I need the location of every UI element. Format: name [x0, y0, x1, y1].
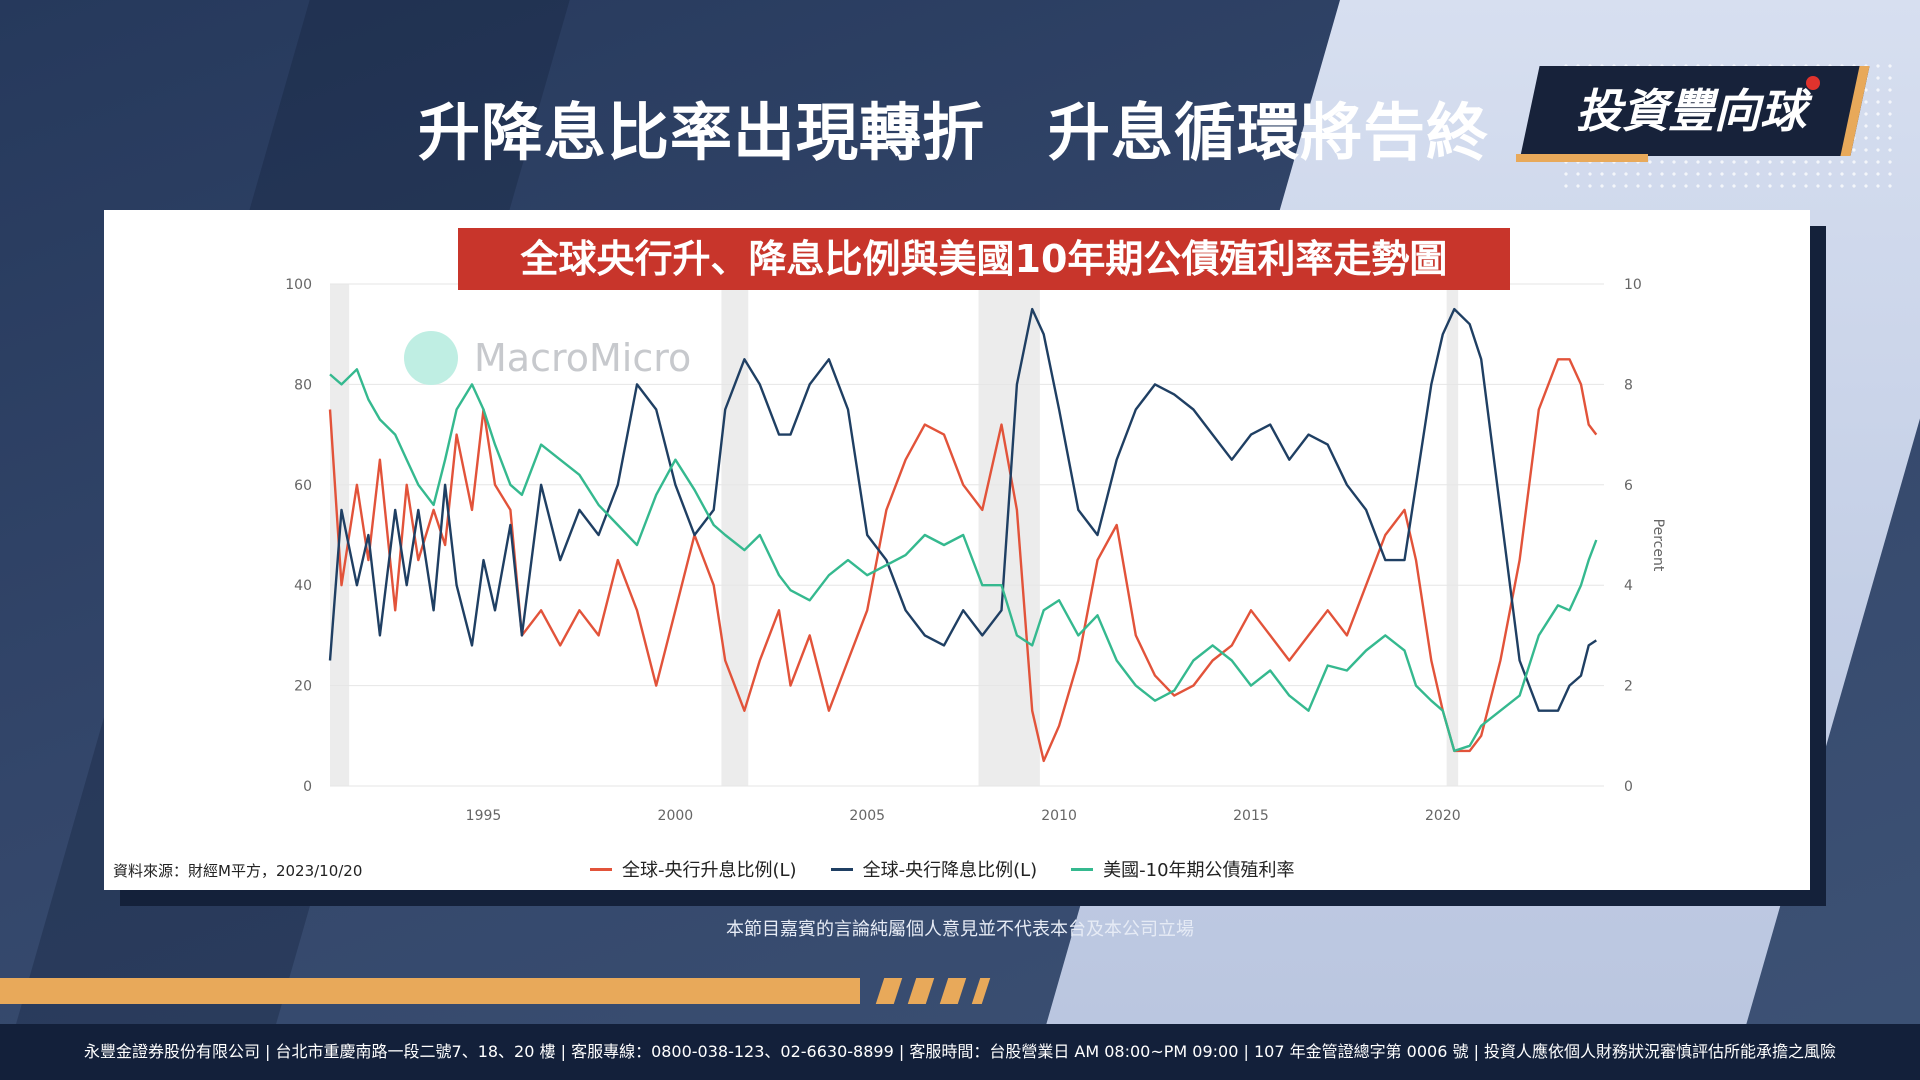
disclaimer: 本節目嘉賓的言論純屬個人意見並不代表本台及本公司立場: [726, 919, 1194, 940]
data-source: 資料來源：財經M平方，2023/10/20: [113, 862, 363, 880]
recession-band: [1446, 284, 1459, 786]
legend-label-cut: 全球-央行降息比例(L): [862, 860, 1038, 881]
accent-bar: [0, 978, 860, 1004]
y-left-tick-label: 0: [303, 779, 312, 795]
x-tick-label: 2020: [1425, 808, 1461, 824]
x-tick-label: 2005: [849, 808, 885, 824]
y-left-tick-label: 100: [285, 277, 312, 293]
series-line-cut-ratio: [328, 307, 1597, 712]
y-right-tick-label: 6: [1624, 478, 1633, 494]
x-tick-label: 2000: [658, 808, 694, 824]
y-left-tick-label: 80: [294, 377, 312, 393]
footer-disclosure: 永豐金證券股份有限公司 | 台北市重慶南路一段二號7、18、20 樓 | 客服專…: [0, 1024, 1920, 1080]
legend-item-hike: 全球-央行升息比例(L): [590, 856, 797, 882]
line-chart: 0 20 40 60 80 100 0 2 4 6 8 10 Percent 1995 2000 2005 20…: [285, 277, 1666, 824]
y-left-tick-label: 40: [294, 578, 312, 594]
y-right-tick-label: 2: [1624, 679, 1633, 695]
series-line-hike-ratio: [328, 358, 1598, 763]
logo-dot: [1806, 76, 1820, 90]
y-left-tick-label: 60: [294, 478, 312, 494]
x-tick-label: 1995: [466, 808, 502, 824]
chart-title: 全球央行升、降息比例與美國10年期公債殖利率走勢圖: [458, 228, 1510, 290]
legend-item-cut: 全球-央行降息比例(L): [830, 856, 1038, 882]
legend-swatch-yield: [1071, 867, 1094, 871]
chart-legend: 全球-央行升息比例(L) 全球-央行降息比例(L) 美國-10年期公債殖利率: [590, 856, 1295, 882]
series-line-us10y-yield: [329, 368, 1598, 753]
recession-band: [978, 284, 1040, 786]
y-right-tick-label: 4: [1624, 578, 1633, 594]
y-right-tick-label: 0: [1624, 779, 1633, 795]
watermark: MacroMicro: [404, 326, 691, 390]
program-logo: 投資豐向球: [1576, 84, 1806, 138]
macromicro-logo-icon: [404, 331, 458, 385]
y-right-tick-label: 10: [1624, 277, 1642, 293]
legend-label-yield: 美國-10年期公債殖利率: [1103, 860, 1295, 881]
x-tick-label: 2015: [1233, 808, 1269, 824]
y-right-tick-label: 8: [1624, 377, 1633, 393]
legend-item-yield: 美國-10年期公債殖利率: [1071, 856, 1295, 882]
page-title: 升降息比率出現轉折 升息循環將告終: [418, 96, 1490, 169]
watermark-text: MacroMicro: [474, 336, 692, 380]
legend-swatch-hike: [590, 867, 612, 871]
x-tick-label: 2010: [1041, 808, 1077, 824]
y-left-tick-label: 20: [294, 679, 312, 695]
legend-swatch-cut: [830, 867, 853, 871]
logo-underline: [1516, 154, 1846, 162]
legend-label-hike: 全球-央行升息比例(L): [622, 860, 797, 881]
y-right-axis-label: Percent: [1650, 519, 1666, 572]
